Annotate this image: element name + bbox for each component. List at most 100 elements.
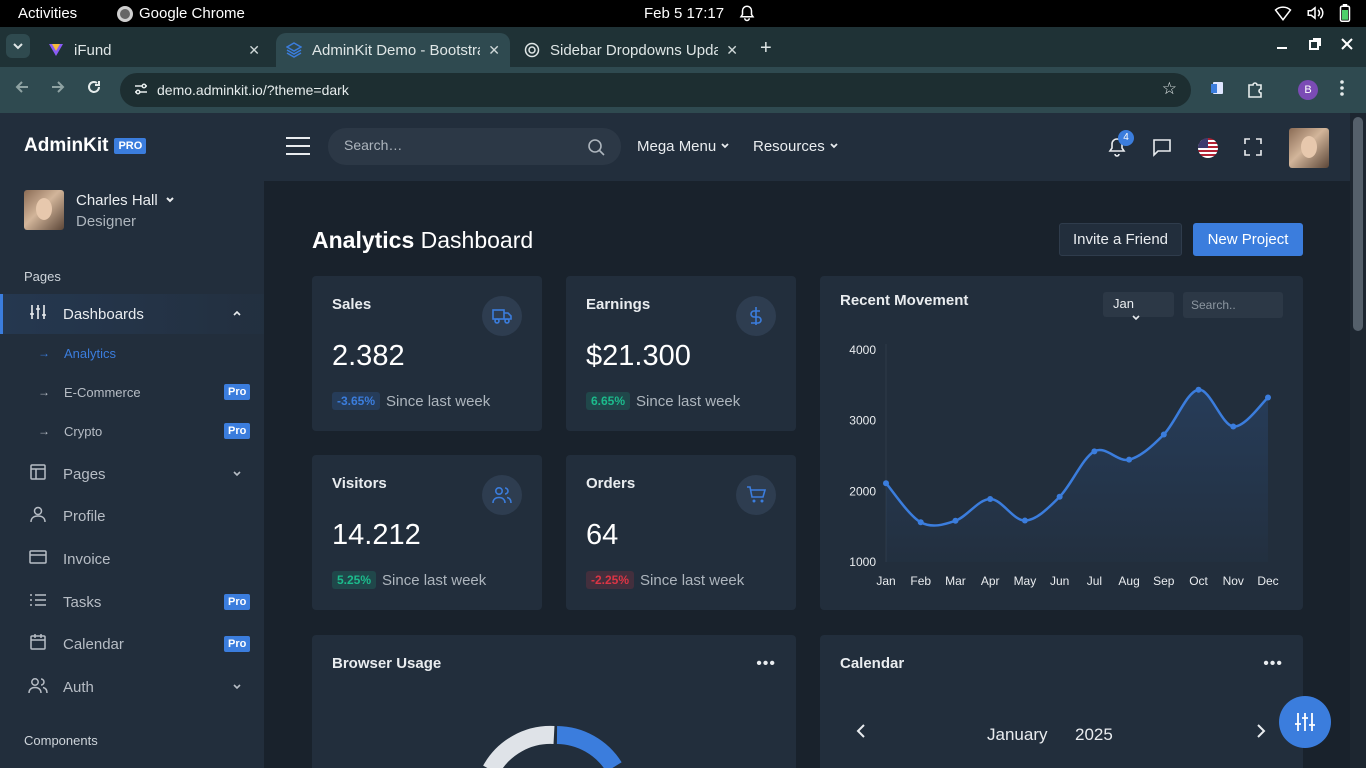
brand-logo[interactable]: AdminKit PRO: [24, 135, 147, 157]
forward-button[interactable]: [50, 79, 66, 100]
invite-friend-button[interactable]: Invite a Friend: [1059, 223, 1182, 256]
close-window-button[interactable]: [1340, 37, 1354, 56]
data-point[interactable]: [1091, 448, 1098, 455]
browser-toolbar: demo.adminkit.io/?theme=dark ☆ B: [0, 67, 1366, 113]
arrow-right-icon: →: [38, 346, 50, 360]
maximize-button[interactable]: [1308, 37, 1322, 56]
chevron-down-icon: [13, 43, 23, 50]
data-point[interactable]: [1126, 456, 1133, 463]
sidebar-subitem-ecommerce[interactable]: → E-Commerce Pro: [0, 373, 264, 411]
data-point[interactable]: [1056, 493, 1063, 500]
site-settings-icon[interactable]: [134, 82, 148, 99]
avatar[interactable]: [1289, 128, 1329, 168]
tab-sidebar-dropdowns[interactable]: Sidebar Dropdowns Updated ✕: [514, 33, 748, 67]
user-role: Designer: [76, 213, 137, 230]
chart-search-input[interactable]: [1191, 298, 1277, 312]
arrow-left-icon: [15, 81, 28, 93]
sidebar-item-invoice[interactable]: Invoice: [0, 539, 264, 579]
calendar-year[interactable]: 2025: [1075, 725, 1113, 744]
x-tick-label: Jul: [1087, 574, 1102, 588]
data-point[interactable]: [1160, 431, 1167, 438]
bookmark-star-icon[interactable]: ☆: [1161, 79, 1177, 98]
settings-fab-button[interactable]: [1279, 696, 1331, 748]
sidebar-item-auth[interactable]: Auth: [0, 667, 264, 707]
sidebar-item-tasks[interactable]: Tasks Pro: [0, 582, 264, 622]
change-badge: 5.25%: [332, 571, 377, 589]
close-icon[interactable]: ✕: [248, 41, 260, 58]
chevron-down-icon: [830, 143, 838, 149]
data-point[interactable]: [1230, 423, 1237, 430]
stat-card-earnings: Earnings $21.300 6.65% Since last week: [566, 276, 796, 431]
stat-card-sales: Sales 2.382 -3.65% Since last week: [312, 276, 542, 431]
x-tick-label: May: [1014, 574, 1037, 588]
minimize-button[interactable]: [1275, 37, 1289, 56]
new-project-button[interactable]: New Project: [1193, 223, 1303, 256]
close-icon[interactable]: ✕: [726, 41, 738, 58]
sidebar-item-label: Dashboards: [63, 305, 144, 323]
calendar-next-button[interactable]: [1255, 723, 1267, 744]
card-title: Browser Usage: [332, 655, 442, 672]
pro-tag: Pro: [224, 423, 251, 439]
system-tray[interactable]: [1274, 4, 1352, 22]
sidebar-user[interactable]: Charles Hall Designer: [24, 190, 175, 230]
clock[interactable]: Feb 5 17:17: [644, 5, 725, 22]
donut-segment-blue: [556, 726, 622, 768]
data-point[interactable]: [1195, 386, 1202, 393]
close-icon: [1341, 38, 1353, 50]
data-point[interactable]: [987, 495, 994, 502]
x-tick-label: Sep: [1153, 574, 1175, 588]
sidebar-item-pages[interactable]: Pages: [0, 454, 264, 494]
page-title: Analytics Dashboard: [312, 227, 534, 253]
address-bar[interactable]: demo.adminkit.io/?theme=dark ☆: [120, 73, 1191, 107]
mega-menu-dropdown[interactable]: Mega Menu: [637, 138, 730, 155]
back-button[interactable]: [14, 79, 30, 100]
card-title: Calendar: [840, 655, 905, 672]
brand-name: AdminKit: [24, 135, 109, 156]
search-icon[interactable]: [587, 138, 605, 156]
close-icon[interactable]: ✕: [488, 41, 500, 58]
dollar-icon: [736, 296, 776, 336]
sidebar-toggle-icon[interactable]: [286, 137, 310, 155]
sidebar-item-dashboards[interactable]: Dashboards: [0, 294, 264, 334]
x-tick-label: Apr: [981, 574, 1000, 588]
search-input[interactable]: [344, 137, 574, 153]
data-point[interactable]: [952, 517, 959, 524]
new-tab-button[interactable]: +: [760, 37, 772, 59]
data-point[interactable]: [1021, 517, 1028, 524]
sidebar-item-profile[interactable]: Profile: [0, 496, 264, 536]
data-point[interactable]: [883, 480, 889, 487]
fullscreen-icon[interactable]: [1243, 137, 1263, 162]
app-menu[interactable]: Google Chrome: [117, 5, 245, 22]
resources-dropdown[interactable]: Resources: [753, 138, 839, 155]
more-horizontal-icon[interactable]: •••: [1263, 655, 1283, 672]
sidebar-item-calendar[interactable]: Calendar Pro: [0, 624, 264, 664]
tab-adminkit[interactable]: AdminKit Demo - Bootstrap ✕: [276, 33, 510, 67]
openai-favicon-icon: [524, 42, 540, 58]
user-name[interactable]: Charles Hall: [76, 192, 175, 209]
stat-footer: 6.65% Since last week: [586, 392, 740, 410]
month-select[interactable]: Jan: [1103, 292, 1174, 321]
data-point[interactable]: [917, 519, 924, 526]
sidebar-subitem-crypto[interactable]: → Crypto Pro: [0, 412, 264, 450]
more-horizontal-icon[interactable]: •••: [756, 655, 776, 672]
kebab-menu-icon[interactable]: [1340, 80, 1344, 101]
tab-ifund[interactable]: iFund ✕: [38, 33, 270, 67]
extensions-puzzle-icon[interactable]: [1246, 80, 1264, 103]
data-point[interactable]: [1265, 394, 1271, 401]
activities-button[interactable]: Activities: [18, 5, 78, 22]
tab-search-button[interactable]: [6, 34, 30, 58]
stat-value: 2.382: [332, 340, 405, 372]
pdf-extension-icon[interactable]: [1210, 80, 1226, 101]
card-title: Recent Movement: [840, 292, 969, 309]
browser-usage-card: Browser Usage •••: [312, 635, 796, 768]
us-flag-icon[interactable]: [1198, 138, 1218, 158]
message-square-icon[interactable]: [1152, 137, 1172, 162]
profile-avatar[interactable]: B: [1298, 80, 1318, 100]
sidebar-subitem-analytics[interactable]: → Analytics: [38, 345, 117, 361]
stat-title: Visitors: [332, 475, 387, 492]
scrollbar-thumb[interactable]: [1353, 117, 1363, 331]
reload-button[interactable]: [86, 79, 102, 100]
calendar-prev-button[interactable]: [855, 723, 867, 744]
calendar-month[interactable]: January: [987, 725, 1048, 744]
chevron-right-icon: [1257, 724, 1266, 738]
